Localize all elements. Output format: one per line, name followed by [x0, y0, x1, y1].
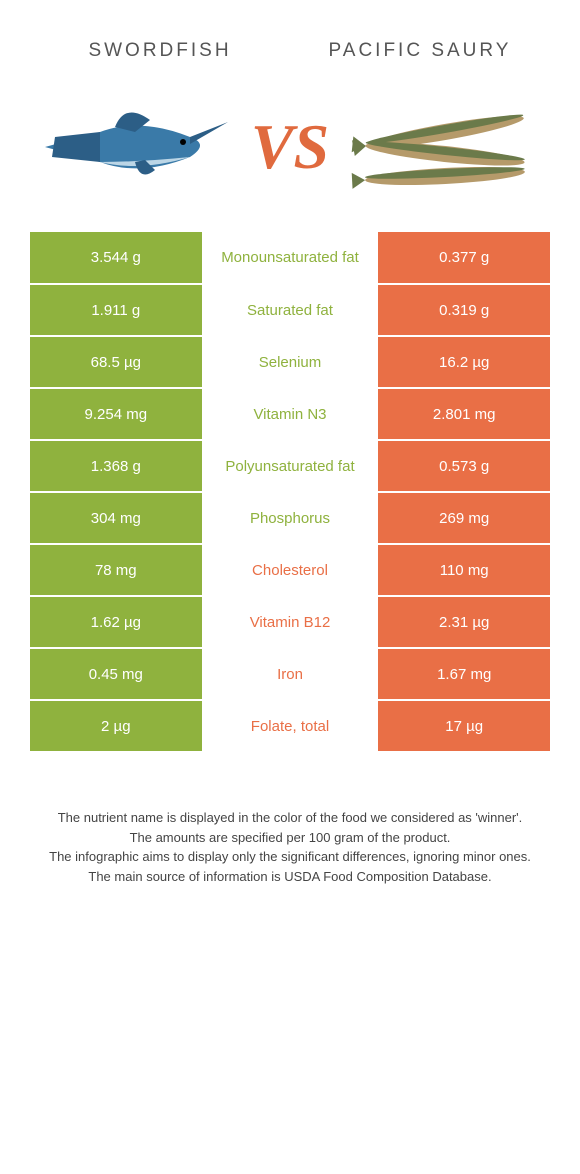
- nutrient-label: Folate, total: [202, 700, 379, 752]
- value-left: 78 mg: [30, 544, 202, 596]
- nutrient-label: Iron: [202, 648, 379, 700]
- value-right: 110 mg: [378, 544, 550, 596]
- table-row: 0.45 mgIron1.67 mg: [30, 648, 550, 700]
- value-left: 68.5 µg: [30, 336, 202, 388]
- image-row: VS: [30, 92, 550, 202]
- table-row: 1.911 gSaturated fat0.319 g: [30, 284, 550, 336]
- table-row: 3.544 gMonounsaturated fat0.377 g: [30, 232, 550, 284]
- table-row: 68.5 µgSelenium16.2 µg: [30, 336, 550, 388]
- footer-notes: The nutrient name is displayed in the co…: [30, 808, 550, 886]
- swordfish-image: [30, 92, 241, 202]
- nutrient-label: Vitamin B12: [202, 596, 379, 648]
- footer-line-2: The amounts are specified per 100 gram o…: [30, 828, 550, 848]
- vs-label: VS: [241, 110, 339, 184]
- saury-icon: [350, 92, 540, 202]
- value-right: 2.31 µg: [378, 596, 550, 648]
- value-left: 1.911 g: [30, 284, 202, 336]
- value-left: 1.368 g: [30, 440, 202, 492]
- headers: SWORDFISH PACIFIC SAURY: [30, 40, 550, 62]
- table-row: 2 µgFolate, total17 µg: [30, 700, 550, 752]
- value-right: 0.377 g: [378, 232, 550, 284]
- value-right: 1.67 mg: [378, 648, 550, 700]
- nutrient-label: Phosphorus: [202, 492, 379, 544]
- swordfish-icon: [40, 92, 230, 202]
- table-row: 9.254 mgVitamin N32.801 mg: [30, 388, 550, 440]
- value-left: 1.62 µg: [30, 596, 202, 648]
- value-left: 3.544 g: [30, 232, 202, 284]
- table-row: 1.368 gPolyunsaturated fat0.573 g: [30, 440, 550, 492]
- value-right: 17 µg: [378, 700, 550, 752]
- value-right: 0.319 g: [378, 284, 550, 336]
- comparison-table: 3.544 gMonounsaturated fat0.377 g1.911 g…: [30, 232, 550, 753]
- table-row: 78 mgCholesterol110 mg: [30, 544, 550, 596]
- header-right: PACIFIC SAURY: [290, 40, 550, 62]
- footer-line-4: The main source of information is USDA F…: [30, 867, 550, 887]
- value-left: 0.45 mg: [30, 648, 202, 700]
- footer-line-3: The infographic aims to display only the…: [30, 847, 550, 867]
- nutrient-label: Selenium: [202, 336, 379, 388]
- nutrient-label: Cholesterol: [202, 544, 379, 596]
- table-row: 304 mgPhosphorus269 mg: [30, 492, 550, 544]
- header-right-col: PACIFIC SAURY: [290, 40, 550, 62]
- value-left: 2 µg: [30, 700, 202, 752]
- header-left: SWORDFISH: [30, 40, 290, 62]
- value-left: 9.254 mg: [30, 388, 202, 440]
- value-right: 16.2 µg: [378, 336, 550, 388]
- nutrient-label: Monounsaturated fat: [202, 232, 379, 284]
- footer-line-1: The nutrient name is displayed in the co…: [30, 808, 550, 828]
- saury-image: [339, 92, 550, 202]
- nutrient-label: Vitamin N3: [202, 388, 379, 440]
- header-left-col: SWORDFISH: [30, 40, 290, 62]
- table-row: 1.62 µgVitamin B122.31 µg: [30, 596, 550, 648]
- value-right: 0.573 g: [378, 440, 550, 492]
- value-right: 2.801 mg: [378, 388, 550, 440]
- value-right: 269 mg: [378, 492, 550, 544]
- value-left: 304 mg: [30, 492, 202, 544]
- nutrient-label: Saturated fat: [202, 284, 379, 336]
- nutrient-label: Polyunsaturated fat: [202, 440, 379, 492]
